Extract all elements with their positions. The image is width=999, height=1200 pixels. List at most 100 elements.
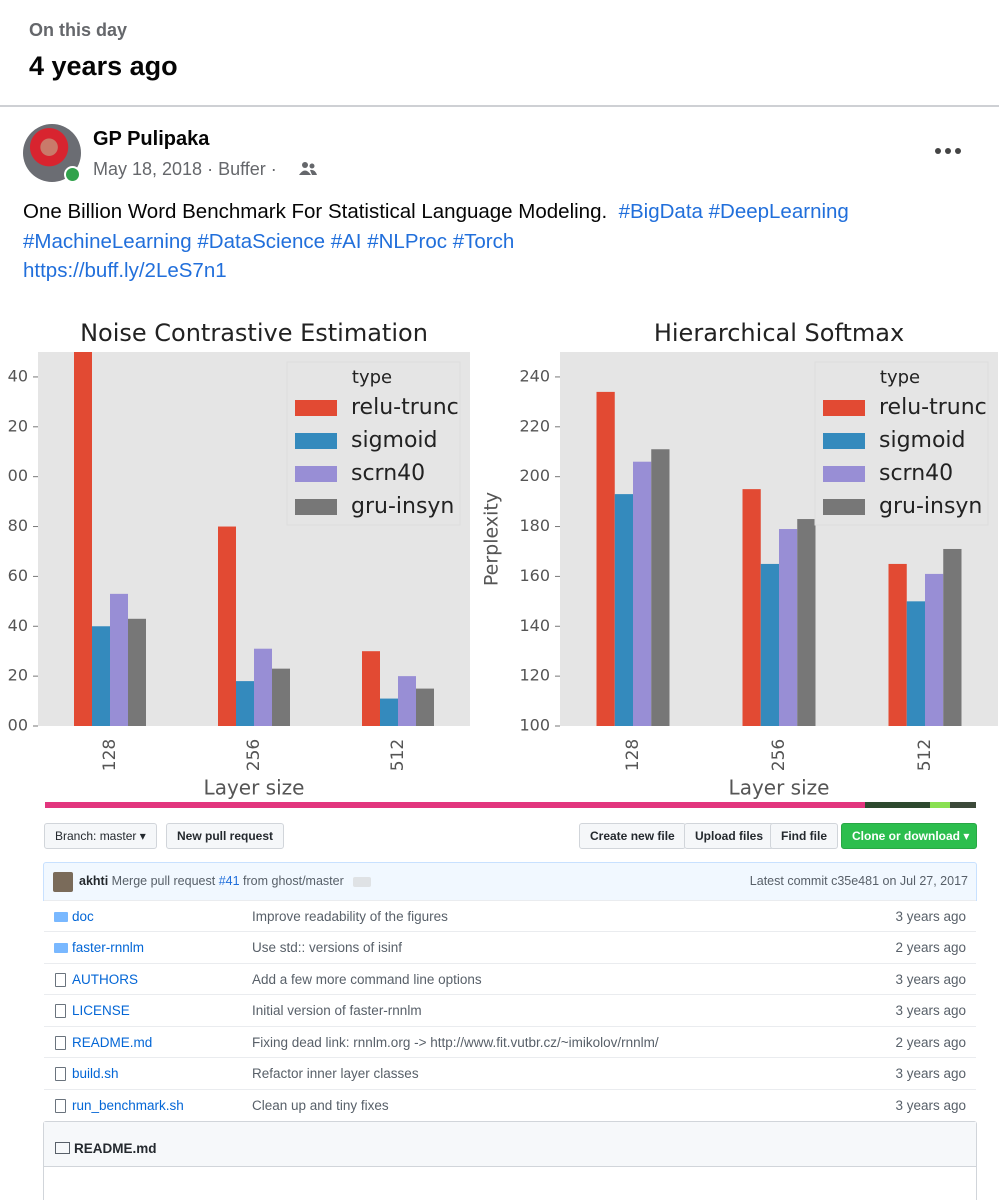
file-message[interactable]: Use std:: versions of isinf: [252, 940, 403, 955]
legend-label: relu-trunc: [351, 395, 459, 420]
hashtag[interactable]: #Torch: [452, 229, 515, 253]
file-icon: [55, 972, 66, 987]
readme-title[interactable]: README.md: [74, 1141, 157, 1156]
file-age: 3 years ago: [895, 1003, 966, 1018]
post-meta[interactable]: May 18, 2018 · Buffer ·: [93, 159, 277, 179]
chart-image: Noise Contrastive Estimation Layer size 40…: [0, 300, 999, 800]
expand-commit[interactable]: [353, 876, 372, 887]
file-name[interactable]: run_benchmark.sh: [72, 1097, 184, 1113]
y-tick-label: 240: [519, 366, 550, 385]
file-row: README.md Fixing dead link: rnnlm.org -> …: [44, 1025, 976, 1059]
button[interactable]: Create new file: [579, 823, 686, 849]
legend-box: [814, 361, 989, 526]
bar: [779, 529, 798, 726]
commit-info: akhti Merge pull request #41 from ghost/…: [79, 874, 372, 888]
button[interactable]: Upload files: [684, 823, 775, 849]
file-name[interactable]: build.sh: [72, 1066, 119, 1081]
file-name[interactable]: faster-rnnlm: [72, 940, 145, 955]
legend-swatch: [295, 400, 337, 416]
y-tick-label: 100: [519, 716, 550, 735]
x-axis-label: Layer size: [204, 776, 305, 800]
hashtag[interactable]: #BigData: [618, 200, 703, 223]
bar: [272, 668, 290, 726]
x-tick-label: 256: [769, 739, 789, 771]
audience-icon: [299, 162, 317, 175]
file-row: doc Improve readability of the figures 3 y…: [44, 899, 976, 933]
file-age: 3 years ago: [895, 1097, 966, 1113]
file-row: LICENSE Initial version of faster-rnnlm 3 …: [44, 994, 976, 1027]
file-message[interactable]: Fixing dead link: rnnlm.org -> http://ww…: [252, 1034, 659, 1050]
file-age: 3 years ago: [895, 971, 966, 987]
readme-header: [44, 1122, 976, 1167]
file-message[interactable]: Initial version of faster-rnnlm: [252, 1003, 422, 1018]
legend-swatch: [295, 499, 337, 515]
chart: Hierarchical Softmax Layer size Perplexity…: [481, 319, 998, 800]
file-age: 3 years ago: [895, 1066, 966, 1081]
x-axis-label: Layer size: [729, 776, 830, 800]
commit-suffix: from ghost/master: [243, 874, 344, 888]
bar: [906, 601, 925, 726]
legend-title: type: [880, 367, 920, 388]
clone-button[interactable]: Clone or download ▾: [841, 823, 977, 849]
y-tick-label: 180: [519, 516, 550, 535]
file-icon: [55, 1067, 66, 1081]
hashtag[interactable]: #DeepLearning: [708, 200, 849, 223]
bar: [416, 688, 434, 726]
y-tick-label: 80: [8, 516, 28, 535]
bar: [633, 461, 652, 726]
button[interactable]: New pull request: [166, 823, 285, 849]
legend-label: scrn40: [879, 461, 953, 486]
file-message[interactable]: Clean up and tiny fixes: [252, 1097, 389, 1113]
x-tick-label: 256: [244, 739, 264, 771]
hashtag[interactable]: #AI: [330, 229, 362, 253]
file-name[interactable]: LICENSE: [72, 1003, 130, 1018]
hashtag[interactable]: #MachineLearning: [23, 229, 192, 253]
legend-swatch: [295, 433, 337, 449]
file-name[interactable]: README.md: [72, 1034, 153, 1050]
y-tick-label: 200: [519, 466, 550, 485]
commit-bar: akhti Merge pull request #41 from ghost/…: [43, 862, 977, 901]
bars: [74, 352, 434, 726]
post-text: One Billion Word Benchmark For Statistic…: [23, 200, 608, 223]
commit-user[interactable]: akhti: [79, 874, 109, 888]
bar: [797, 519, 816, 726]
bar: [110, 593, 128, 726]
bar: [236, 681, 254, 726]
bar: [760, 563, 779, 726]
hashtag[interactable]: #DataScience: [197, 229, 326, 253]
y-tick-label: 00: [8, 466, 28, 485]
commit-pr[interactable]: #41: [218, 874, 240, 888]
file-name[interactable]: AUTHORS: [72, 971, 139, 987]
hashtag[interactable]: #NLProc: [367, 229, 447, 253]
x-tick-label: 512: [915, 739, 935, 771]
y-tick-label: 20: [8, 666, 28, 685]
author-name[interactable]: GP Pulipaka: [93, 128, 210, 150]
file-message[interactable]: Improve readability of the figures: [252, 908, 448, 924]
readme-icon: [55, 1142, 70, 1154]
file-name[interactable]: doc: [72, 908, 94, 924]
file-row: build.sh Refactor inner layer classes 3 ye…: [44, 1057, 976, 1090]
file-message[interactable]: Add a few more command line options: [252, 971, 482, 987]
legend-swatch: [823, 400, 865, 416]
button[interactable]: Find file: [770, 823, 838, 849]
post-link[interactable]: https://buff.ly/2LeS7n1: [23, 259, 227, 282]
bar: [398, 676, 416, 726]
file-age: 3 years ago: [895, 908, 966, 924]
file-message[interactable]: Refactor inner layer classes: [252, 1066, 419, 1081]
legend-label: gru-insyn: [351, 494, 454, 519]
divider: [0, 105, 999, 107]
x-tick-label: 128: [623, 739, 643, 771]
more-options[interactable]: [934, 146, 962, 156]
y-tick-label: 40: [8, 616, 28, 635]
y-tick-label: 00: [8, 716, 28, 735]
bar: [74, 352, 92, 726]
bar: [596, 391, 615, 726]
committer-avatar: [53, 872, 73, 892]
y-tick-label: 60: [8, 566, 28, 585]
bar: [218, 526, 236, 726]
branch-select[interactable]: Branch: master ▾: [44, 823, 157, 849]
branch-label: Branch: master: [55, 829, 137, 843]
legend-label: scrn40: [351, 461, 425, 486]
legend-swatch: [823, 433, 865, 449]
